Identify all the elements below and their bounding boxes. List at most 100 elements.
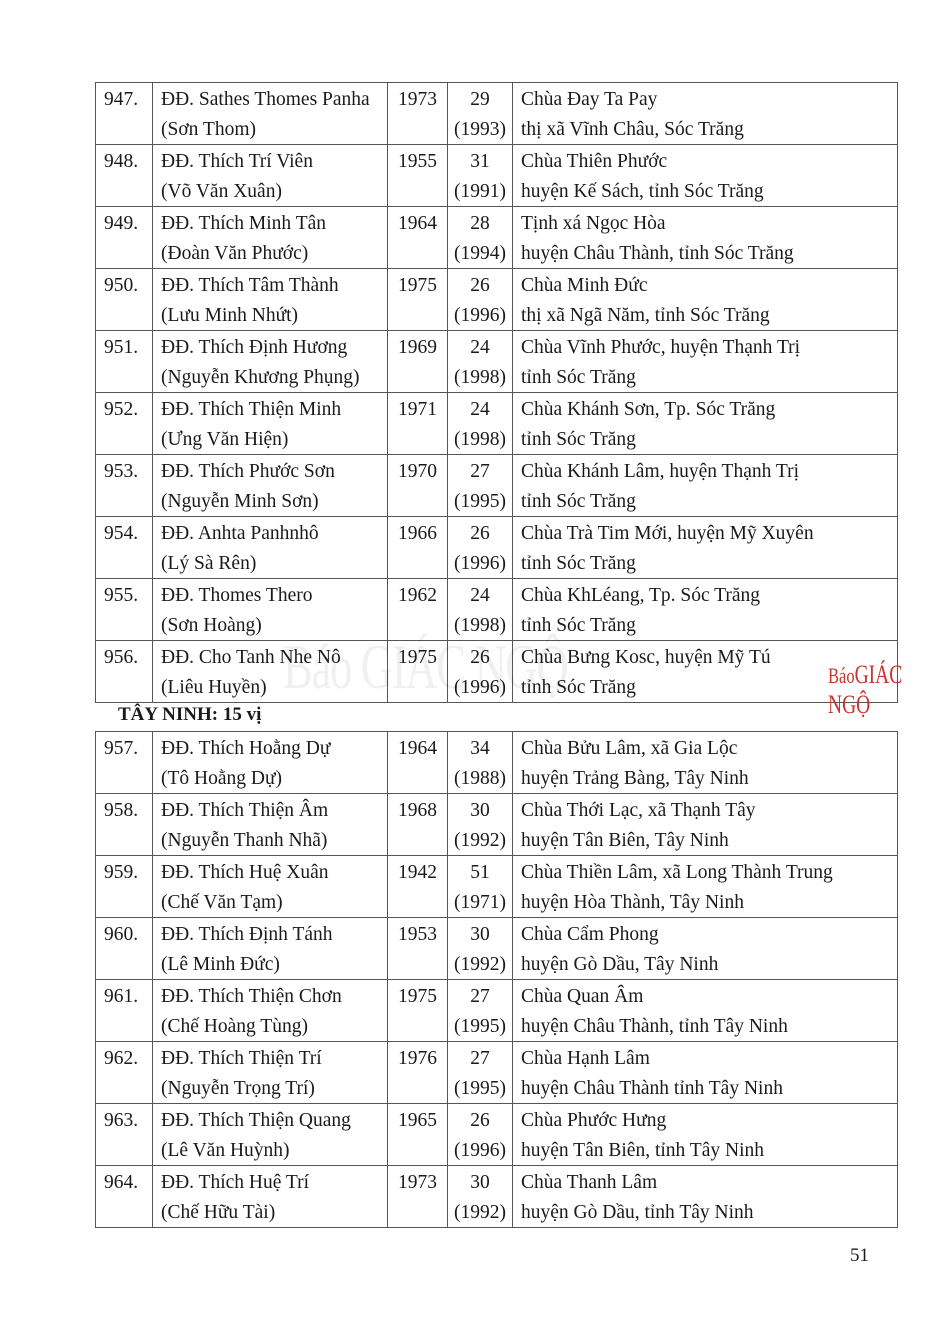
cell-name: ĐĐ. Thích Thiện Quang	[161, 1110, 351, 1131]
cell-year: (1995)	[454, 1077, 506, 1099]
cell-lay-name: (Liêu Huyền)	[161, 676, 267, 698]
cell-name: ĐĐ. Thomes Thero	[161, 585, 313, 606]
cell-lay-name: (Nguyễn Thanh Nhã)	[161, 829, 328, 851]
cell-name: ĐĐ. Thích Tâm Thành	[161, 275, 339, 296]
cell-lay-name: (Tô Hoằng Dự)	[161, 767, 283, 789]
cell-c3: 30 (1992)	[447, 917, 513, 980]
cell-c1: ĐĐ. Thích Hoằng Dự (Tô Hoằng Dự)	[152, 731, 388, 794]
cell-c4: Chùa Khánh Lâm, huyện Thạnh Trị tỉnh Sóc …	[512, 454, 898, 517]
cell-c2: 1969	[387, 330, 448, 393]
cell-c2: 1976	[387, 1041, 448, 1104]
cell-c3: 26 (1996)	[447, 516, 513, 579]
cell-c4: Chùa Hạnh Lâm huyện Châu Thành tỉnh Tây N…	[512, 1041, 898, 1104]
cell-age: 31	[470, 151, 490, 172]
cell-c4: Tịnh xá Ngọc Hòa huyện Châu Thành, tỉnh S…	[512, 206, 898, 269]
table-row: 949. ĐĐ. Thích Minh Tân (Đoàn Văn Phước) 19…	[95, 206, 898, 269]
cell-birth: 1975	[398, 986, 437, 1007]
cell-birth: 1970	[398, 461, 437, 482]
monks-table-soc-trang: 947. ĐĐ. Sathes Thomes Panha (Sơn Thom) 197…	[95, 82, 898, 703]
cell-c0: 963.	[95, 1103, 153, 1166]
cell-place1: Chùa Khánh Lâm, huyện Thạnh Trị	[521, 461, 800, 482]
cell-no: 948.	[104, 151, 139, 172]
cell-place1: Chùa Thiền Lâm, xã Long Thành Trung	[521, 862, 833, 883]
cell-c1: ĐĐ. Anhta Panhnhô (Lý Sà Rên)	[152, 516, 388, 579]
cell-c1: ĐĐ. Thích Phước Sơn (Nguyễn Minh Sơn)	[152, 454, 388, 517]
cell-place2: huyện Gò Dầu, tỉnh Tây Ninh	[521, 1201, 754, 1223]
cell-place1: Chùa Minh Đức	[521, 275, 648, 296]
table-row: 958. ĐĐ. Thích Thiện Âm (Nguyễn Thanh Nhã)…	[95, 793, 898, 856]
cell-place1: Chùa Bưng Kosc, huyện Mỹ Tú	[521, 647, 771, 668]
table-row: 957. ĐĐ. Thích Hoằng Dự (Tô Hoằng Dự) 1964 3…	[95, 731, 898, 794]
cell-no: 952.	[104, 399, 139, 420]
cell-c0: 960.	[95, 917, 153, 980]
cell-year: (1988)	[454, 767, 506, 789]
table-row: 956. ĐĐ. Cho Tanh Nhe Nô (Liêu Huyền) 1975 2…	[95, 640, 898, 703]
cell-no: 956.	[104, 647, 139, 668]
table-row: 953. ĐĐ. Thích Phước Sơn (Nguyễn Minh Sơn)…	[95, 454, 898, 517]
cell-place1: Chùa Vĩnh Phước, huyện Thạnh Trị	[521, 337, 801, 358]
cell-birth: 1955	[398, 151, 437, 172]
cell-lay-name: (Lý Sà Rên)	[161, 552, 257, 574]
cell-c2: 1975	[387, 979, 448, 1042]
cell-c4: Chùa Thiên Phước huyện Kế Sách, tỉnh Sóc …	[512, 144, 898, 207]
logo-main: GIÁC NGỘ	[828, 660, 903, 719]
monks-table-tay-ninh: 957. ĐĐ. Thích Hoằng Dự (Tô Hoằng Dự) 1964 3…	[95, 731, 898, 1228]
cell-age: 27	[470, 986, 490, 1007]
cell-place2: huyện Châu Thành, tỉnh Tây Ninh	[521, 1015, 788, 1037]
cell-place1: Chùa KhLéang, Tp. Sóc Trăng	[521, 585, 761, 606]
cell-lay-name: (Lê Văn Huỳnh)	[161, 1139, 290, 1161]
cell-c4: Chùa Bửu Lâm, xã Gia Lộc huyện Trảng Bàng…	[512, 731, 898, 794]
cell-year: (1994)	[454, 242, 506, 264]
cell-c3: 26 (1996)	[447, 268, 513, 331]
cell-birth: 1966	[398, 523, 437, 544]
cell-place2: huyện Tân Biên, Tây Ninh	[521, 829, 729, 851]
cell-birth: 1942	[398, 862, 437, 883]
cell-birth: 1973	[398, 1172, 437, 1193]
cell-c2: 1968	[387, 793, 448, 856]
cell-no: 950.	[104, 275, 139, 296]
cell-place2: tỉnh Sóc Trăng	[521, 366, 636, 388]
cell-lay-name: (Lê Minh Đức)	[161, 953, 280, 975]
cell-place2: tỉnh Sóc Trăng	[521, 614, 636, 636]
cell-c4: Chùa Khánh Sơn, Tp. Sóc Trăng tỉnh Sóc Tr…	[512, 392, 898, 455]
cell-c1: ĐĐ. Thích Định Hương (Nguyễn Khương Phụng…	[152, 330, 388, 393]
cell-age: 24	[470, 337, 490, 358]
cell-c1: ĐĐ. Thích Thiện Trí (Nguyễn Trọng Trí)	[152, 1041, 388, 1104]
cell-lay-name: (Chế Văn Tạm)	[161, 891, 283, 913]
cell-no: 962.	[104, 1048, 139, 1069]
cell-c0: 955.	[95, 578, 153, 641]
table-row: 952. ĐĐ. Thích Thiện Minh (Ưng Văn Hiện) 19…	[95, 392, 898, 455]
cell-c2: 1962	[387, 578, 448, 641]
cell-c0: 948.	[95, 144, 153, 207]
cell-c1: ĐĐ. Thích Huệ Xuân (Chế Văn Tạm)	[152, 855, 388, 918]
cell-c2: 1970	[387, 454, 448, 517]
cell-no: 957.	[104, 738, 139, 759]
cell-place1: Chùa Quan Âm	[521, 986, 644, 1007]
page-number: 51	[850, 1245, 869, 1266]
cell-age: 27	[470, 1048, 490, 1069]
cell-place2: tỉnh Sóc Trăng	[521, 552, 636, 574]
cell-place2: huyện Trảng Bàng, Tây Ninh	[521, 767, 749, 789]
cell-place2: huyện Hòa Thành, Tây Ninh	[521, 891, 744, 913]
cell-year: (1998)	[454, 428, 506, 450]
cell-c3: 30 (1992)	[447, 793, 513, 856]
cell-name: ĐĐ. Thích Thiện Chơn	[161, 986, 342, 1007]
cell-c2: 1966	[387, 516, 448, 579]
cell-age: 26	[470, 523, 490, 544]
cell-lay-name: (Lưu Minh Nhứt)	[161, 304, 299, 326]
table-row: 955. ĐĐ. Thomes Thero (Sơn Hoàng) 1962 24 (19…	[95, 578, 898, 641]
table-row: 950. ĐĐ. Thích Tâm Thành (Lưu Minh Nhứt) 19…	[95, 268, 898, 331]
cell-c4: Chùa Minh Đức thị xã Ngã Năm, tỉnh Sóc Tr…	[512, 268, 898, 331]
cell-c0: 956.	[95, 640, 153, 703]
cell-year: (1996)	[454, 304, 506, 326]
table-row: 960. ĐĐ. Thích Định Tánh (Lê Minh Đức) 1953…	[95, 917, 898, 980]
cell-birth: 1965	[398, 1110, 437, 1131]
cell-place2: huyện Tân Biên, tỉnh Tây Ninh	[521, 1139, 764, 1161]
cell-lay-name: (Võ Văn Xuân)	[161, 180, 282, 202]
cell-name: ĐĐ. Thích Huệ Trí	[161, 1172, 310, 1193]
cell-age: 26	[470, 647, 490, 668]
table-row: 951. ĐĐ. Thích Định Hương (Nguyễn Khương P…	[95, 330, 898, 393]
cell-birth: 1973	[398, 89, 437, 110]
cell-c3: 27 (1995)	[447, 1041, 513, 1104]
cell-c4: Chùa Thới Lạc, xã Thạnh Tây huyện Tân Biê…	[512, 793, 898, 856]
